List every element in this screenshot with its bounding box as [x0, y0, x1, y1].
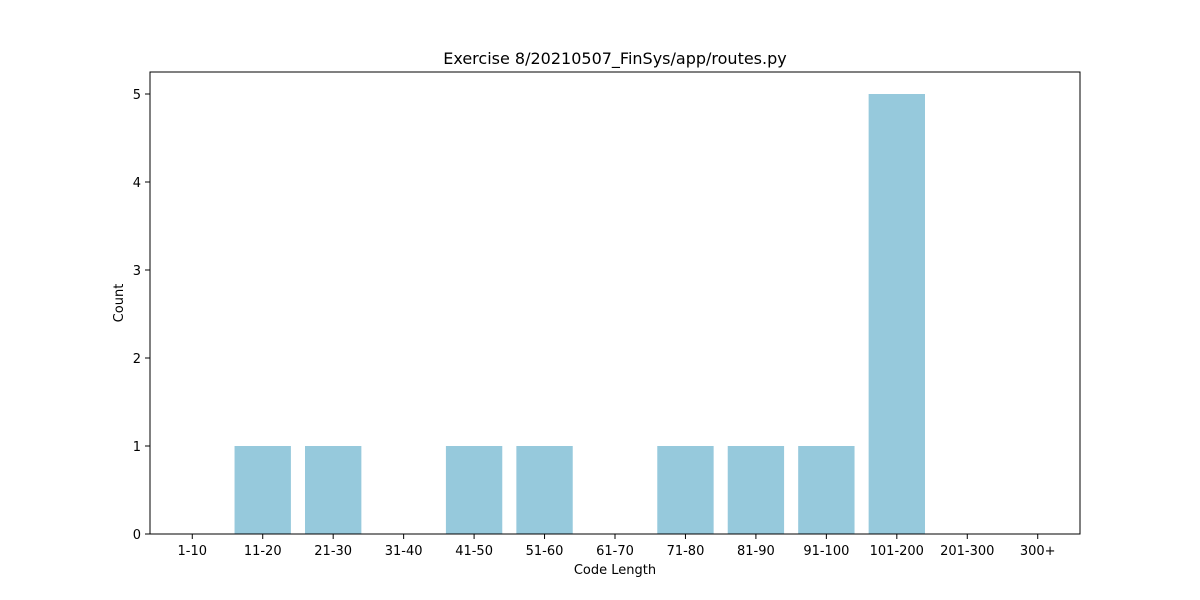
y-tick-label: 2 [133, 352, 141, 367]
x-tick-label: 61-70 [596, 544, 634, 559]
bar-71-80 [657, 446, 714, 534]
x-tick-label: 41-50 [455, 544, 493, 559]
bars-group [234, 94, 925, 534]
y-axis-ticks: 0 1 2 3 4 5 [133, 88, 150, 543]
y-tick-label: 4 [133, 176, 141, 191]
x-tick-label: 81-90 [737, 544, 775, 559]
y-tick-label: 0 [133, 528, 141, 543]
x-axis-label: Code Length [574, 563, 656, 578]
x-tick-label: 101-200 [870, 544, 924, 559]
x-tick-label: 300+ [1020, 544, 1056, 559]
bar-51-60 [516, 446, 573, 534]
x-tick-label: 201-300 [940, 544, 994, 559]
y-tick-label: 5 [133, 88, 141, 103]
bar-91-100 [798, 446, 855, 534]
bar-11-20 [234, 446, 291, 534]
bar-101-200 [868, 94, 925, 534]
x-tick-label: 11-20 [244, 544, 282, 559]
bar-81-90 [727, 446, 785, 534]
x-tick-label: 21-30 [314, 544, 352, 559]
x-tick-label: 91-100 [803, 544, 849, 559]
chart-title: Exercise 8/20210507_FinSys/app/routes.py [443, 49, 786, 69]
bar-41-50 [445, 446, 503, 534]
y-axis-label: Count [112, 284, 127, 323]
x-tick-label: 31-40 [385, 544, 423, 559]
y-tick-label: 3 [133, 264, 141, 279]
y-tick-label: 1 [133, 440, 141, 455]
x-axis-ticks: 1-10 11-20 21-30 31-40 41-50 51-60 61-70 71-80 8… [178, 534, 1056, 559]
x-tick-label: 1-10 [178, 544, 208, 559]
x-tick-label: 51-60 [526, 544, 564, 559]
plot-frame [149, 71, 1081, 535]
bar-21-30 [305, 446, 362, 534]
x-tick-label: 71-80 [667, 544, 705, 559]
